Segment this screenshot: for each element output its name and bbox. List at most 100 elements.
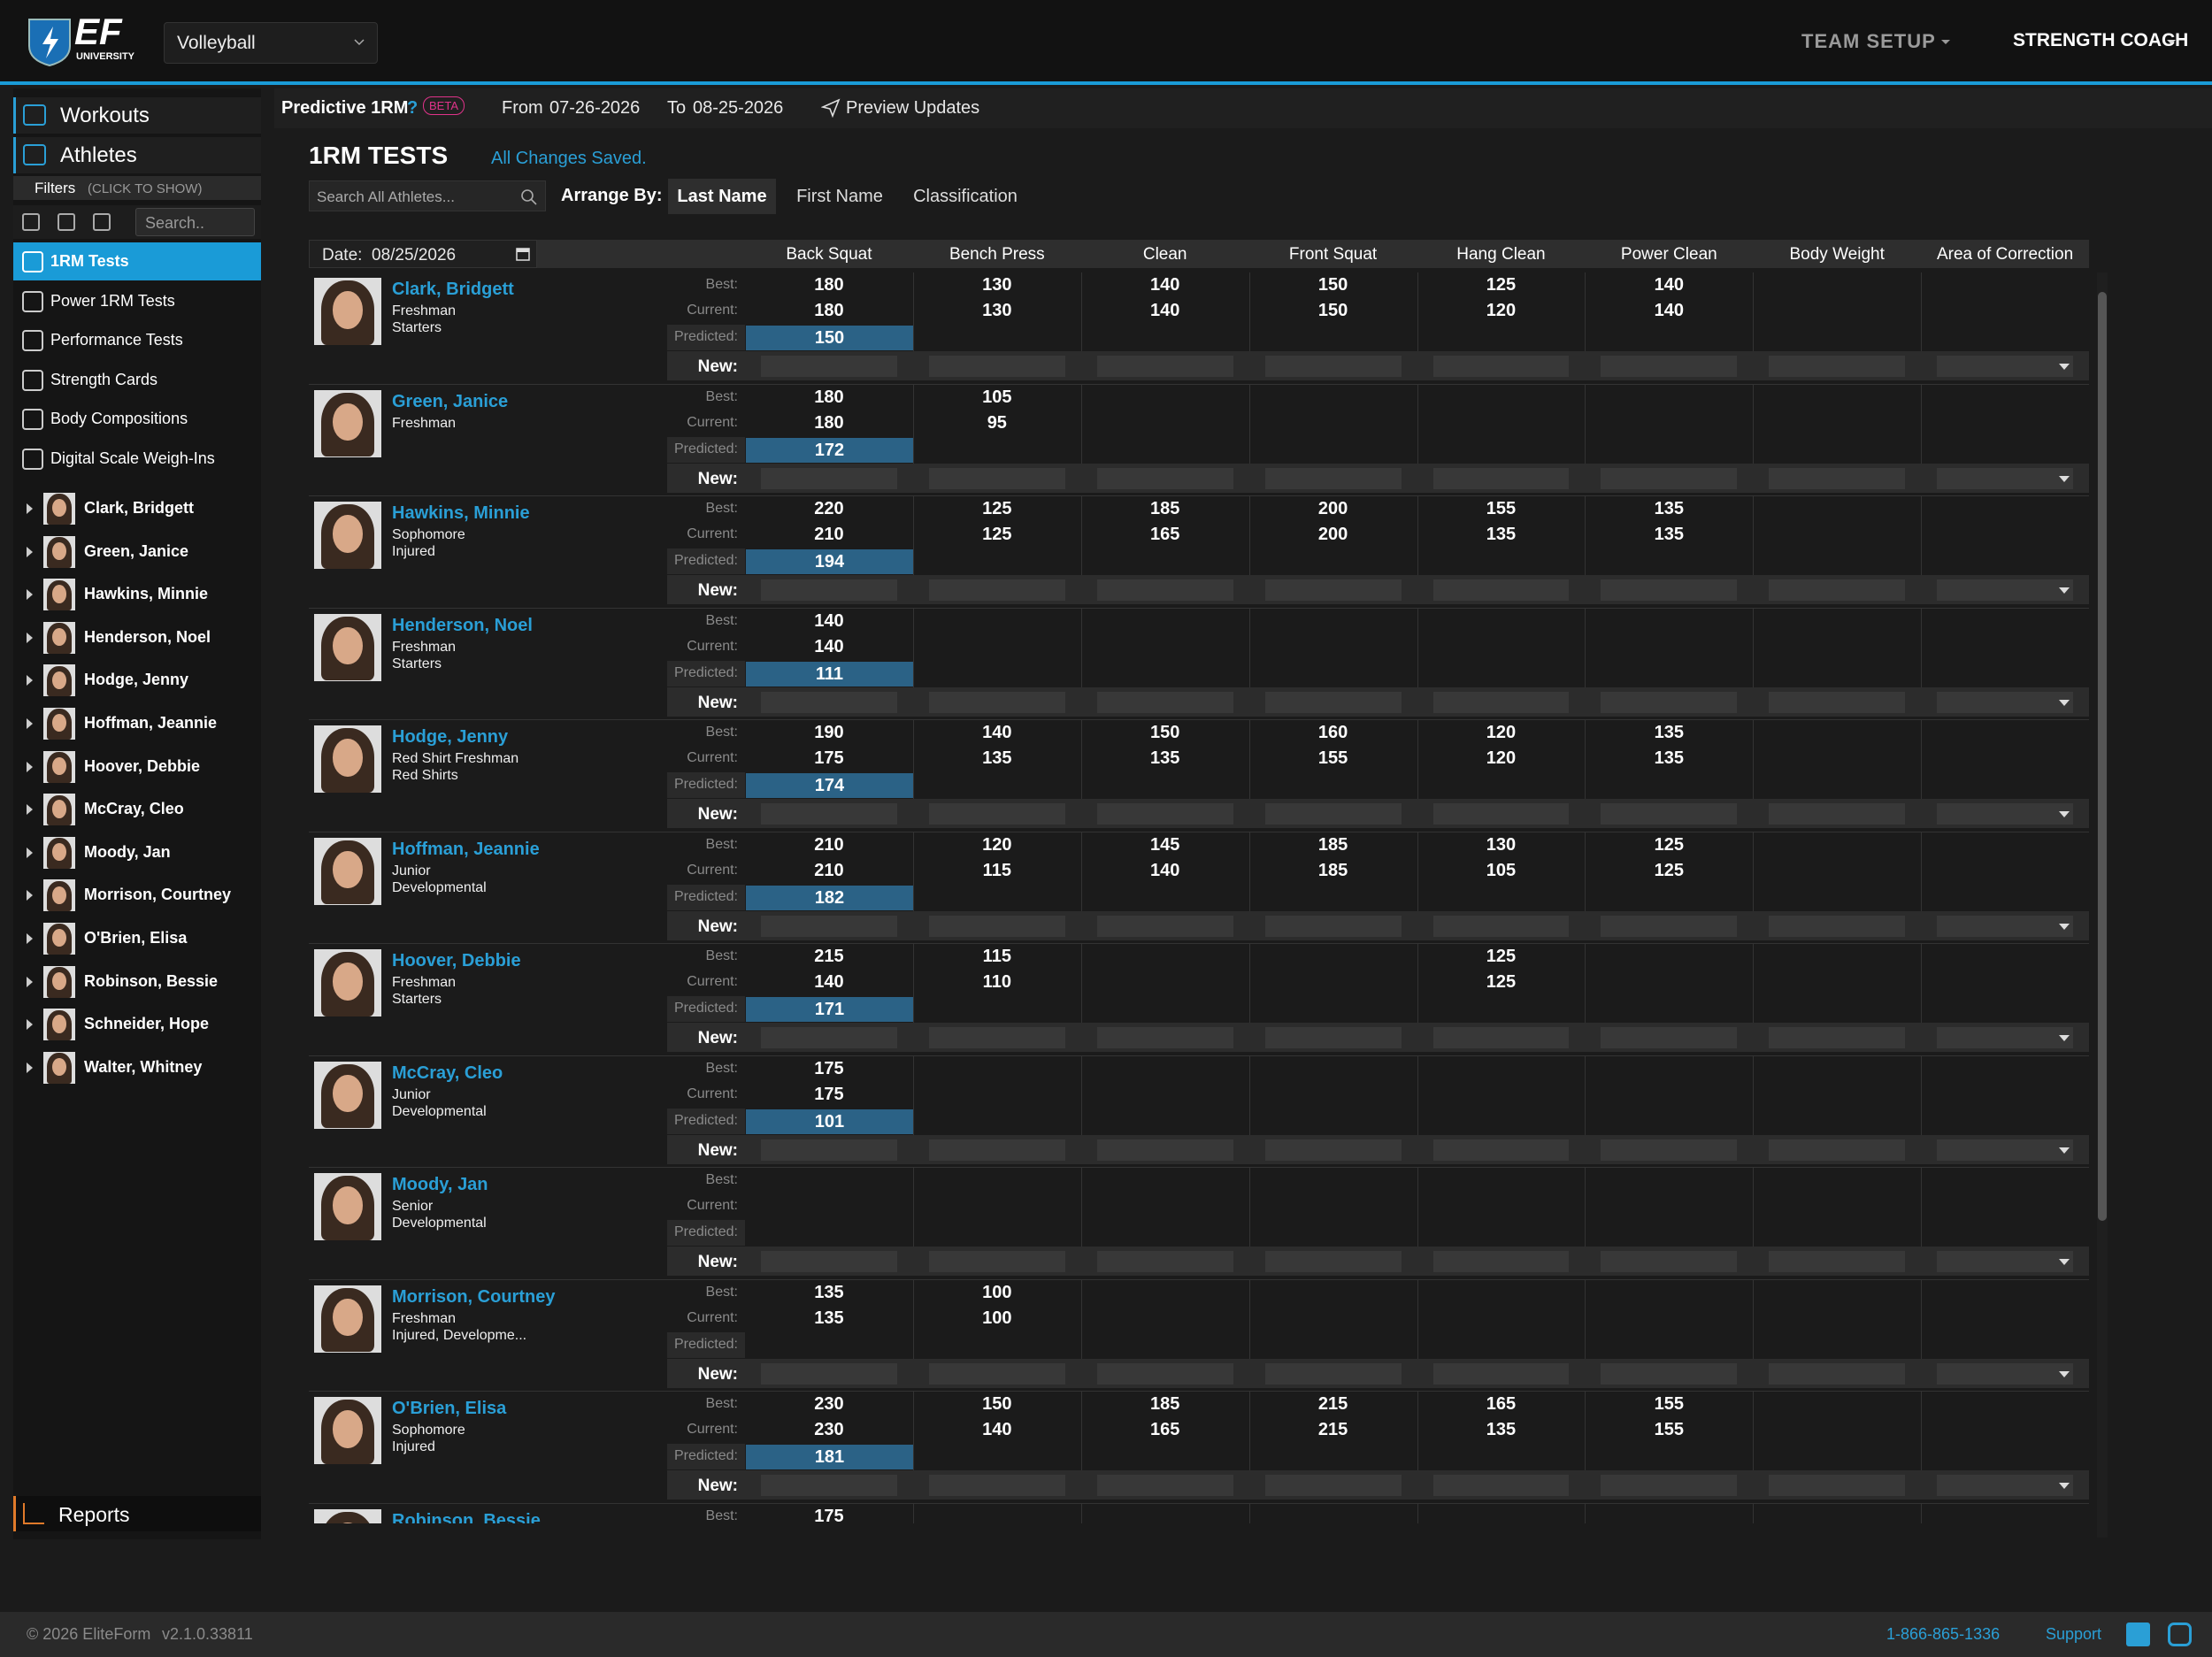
new-input[interactable] bbox=[1432, 467, 1570, 489]
new-input[interactable] bbox=[1432, 1251, 1570, 1272]
from-date[interactable]: 07-26-2026 bbox=[549, 98, 641, 118]
new-input[interactable] bbox=[1937, 356, 2073, 377]
new-input[interactable] bbox=[761, 467, 897, 489]
new-input[interactable] bbox=[1937, 1362, 2073, 1385]
athlete-list-item[interactable]: Walter, Whitney bbox=[13, 1048, 261, 1087]
new-input[interactable] bbox=[1769, 356, 1906, 377]
role-menu[interactable]: STRENGTH COACH bbox=[2013, 30, 2189, 50]
new-input[interactable] bbox=[1432, 1139, 1570, 1161]
arrange-option[interactable]: Classification bbox=[913, 187, 1018, 206]
new-input[interactable] bbox=[928, 467, 1065, 489]
new-input[interactable] bbox=[1264, 1362, 1402, 1385]
athlete-list-item[interactable]: Schneider, Hope bbox=[13, 1005, 261, 1044]
athlete-name[interactable]: Hoffman, Jeannie bbox=[392, 839, 540, 859]
new-input[interactable] bbox=[761, 915, 897, 937]
athlete-name[interactable]: O'Brien, Elisa bbox=[392, 1399, 507, 1418]
reports[interactable]: Reports bbox=[13, 1496, 261, 1531]
new-input[interactable] bbox=[1937, 1251, 2073, 1272]
new-input[interactable] bbox=[1432, 691, 1570, 713]
new-input[interactable] bbox=[1601, 356, 1738, 377]
new-input[interactable] bbox=[1096, 356, 1233, 377]
new-input[interactable] bbox=[1264, 356, 1402, 377]
new-input[interactable] bbox=[1264, 915, 1402, 937]
sport-select[interactable]: Volleyball bbox=[164, 22, 378, 64]
new-input[interactable] bbox=[1769, 579, 1906, 601]
new-input[interactable] bbox=[1601, 803, 1738, 825]
new-input[interactable] bbox=[761, 1362, 897, 1385]
athlete-list-item[interactable]: Moody, Jan bbox=[13, 833, 261, 872]
sidebar-search[interactable]: Search.. bbox=[135, 208, 255, 236]
new-input[interactable] bbox=[1096, 915, 1233, 937]
nav-item[interactable]: Workouts bbox=[13, 97, 261, 134]
linkedin-icon[interactable] bbox=[2126, 1622, 2150, 1646]
athlete-name[interactable]: Morrison, Courtney bbox=[392, 1286, 556, 1307]
new-input[interactable] bbox=[928, 579, 1065, 601]
new-input[interactable] bbox=[1769, 915, 1906, 937]
new-input[interactable] bbox=[928, 356, 1065, 377]
new-input[interactable] bbox=[761, 803, 897, 825]
new-input[interactable] bbox=[1937, 915, 2073, 937]
new-input[interactable] bbox=[928, 803, 1065, 825]
new-input[interactable] bbox=[1264, 691, 1402, 713]
new-input[interactable] bbox=[1601, 1475, 1738, 1496]
help[interactable]: ? bbox=[407, 98, 419, 118]
athlete-list-item[interactable]: Hodge, Jenny bbox=[13, 661, 261, 700]
team-setup[interactable]: TEAM SETUP bbox=[1801, 30, 1936, 52]
new-input[interactable] bbox=[928, 915, 1065, 937]
new-input[interactable] bbox=[1096, 1251, 1233, 1272]
tool-icon[interactable] bbox=[22, 213, 40, 231]
new-input[interactable] bbox=[1096, 803, 1233, 825]
new-input[interactable] bbox=[761, 1027, 897, 1048]
athlete-list-item[interactable]: Hoover, Debbie bbox=[13, 748, 261, 786]
new-input[interactable] bbox=[761, 579, 897, 601]
filters[interactable]: Filters (CLICK TO SHOW) bbox=[13, 176, 261, 200]
athlete-list-item[interactable]: Morrison, Courtney bbox=[13, 876, 261, 915]
to-date[interactable]: 08-25-2026 bbox=[693, 98, 784, 118]
athlete-name[interactable]: Hodge, Jenny bbox=[392, 727, 509, 747]
new-input[interactable] bbox=[1096, 467, 1233, 489]
new-input[interactable] bbox=[1264, 1251, 1402, 1272]
new-input[interactable] bbox=[1601, 691, 1738, 713]
date-field[interactable]: Date: 08/25/2026 bbox=[309, 240, 537, 268]
new-input[interactable] bbox=[761, 1251, 897, 1272]
new-input[interactable] bbox=[1096, 579, 1233, 601]
new-input[interactable] bbox=[1432, 803, 1570, 825]
new-input[interactable] bbox=[1769, 1475, 1906, 1496]
new-input[interactable] bbox=[928, 1362, 1065, 1385]
new-input[interactable] bbox=[1264, 1139, 1402, 1161]
athlete-name[interactable]: Hoover, Debbie bbox=[392, 951, 521, 970]
new-input[interactable] bbox=[1264, 467, 1402, 489]
athlete-list-item[interactable]: McCray, Cleo bbox=[13, 790, 261, 829]
new-input[interactable] bbox=[1264, 579, 1402, 601]
new-input[interactable] bbox=[1937, 1027, 2073, 1048]
new-input[interactable] bbox=[761, 1475, 897, 1496]
new-input[interactable] bbox=[1601, 1027, 1738, 1048]
new-input[interactable] bbox=[928, 691, 1065, 713]
new-input[interactable] bbox=[1769, 467, 1906, 489]
new-input[interactable] bbox=[1432, 579, 1570, 601]
new-input[interactable] bbox=[1432, 356, 1570, 377]
new-input[interactable] bbox=[1769, 691, 1906, 713]
athlete-name[interactable]: Clark, Bridgett bbox=[392, 280, 514, 299]
athlete-name[interactable]: Moody, Jan bbox=[392, 1175, 488, 1194]
athlete-name[interactable]: McCray, Cleo bbox=[392, 1062, 503, 1083]
arrange-option[interactable]: First Name bbox=[796, 187, 883, 206]
new-input[interactable] bbox=[1432, 1027, 1570, 1048]
support[interactable]: Support bbox=[2046, 1625, 2102, 1643]
menu-item[interactable]: Strength Cards bbox=[13, 361, 261, 399]
new-input[interactable] bbox=[761, 356, 897, 377]
phone[interactable]: 1-866-865-1336 bbox=[1886, 1625, 2001, 1643]
new-input[interactable] bbox=[1601, 915, 1738, 937]
athlete-list-item[interactable]: O'Brien, Elisa bbox=[13, 919, 261, 958]
new-input[interactable] bbox=[1096, 1027, 1233, 1048]
new-input[interactable] bbox=[1601, 1362, 1738, 1385]
preview-updates[interactable]: Preview Updates bbox=[846, 98, 980, 118]
menu-item[interactable]: Performance Tests bbox=[13, 321, 261, 359]
menu-item[interactable]: Power 1RM Tests bbox=[13, 282, 261, 320]
new-input[interactable] bbox=[1601, 579, 1738, 601]
athlete-name[interactable]: Henderson, Noel bbox=[392, 615, 533, 635]
new-input[interactable] bbox=[928, 1027, 1065, 1048]
athlete-list-item[interactable]: Hoffman, Jeannie bbox=[13, 704, 261, 743]
instagram-icon[interactable] bbox=[2168, 1622, 2192, 1646]
new-input[interactable] bbox=[1601, 1139, 1738, 1161]
